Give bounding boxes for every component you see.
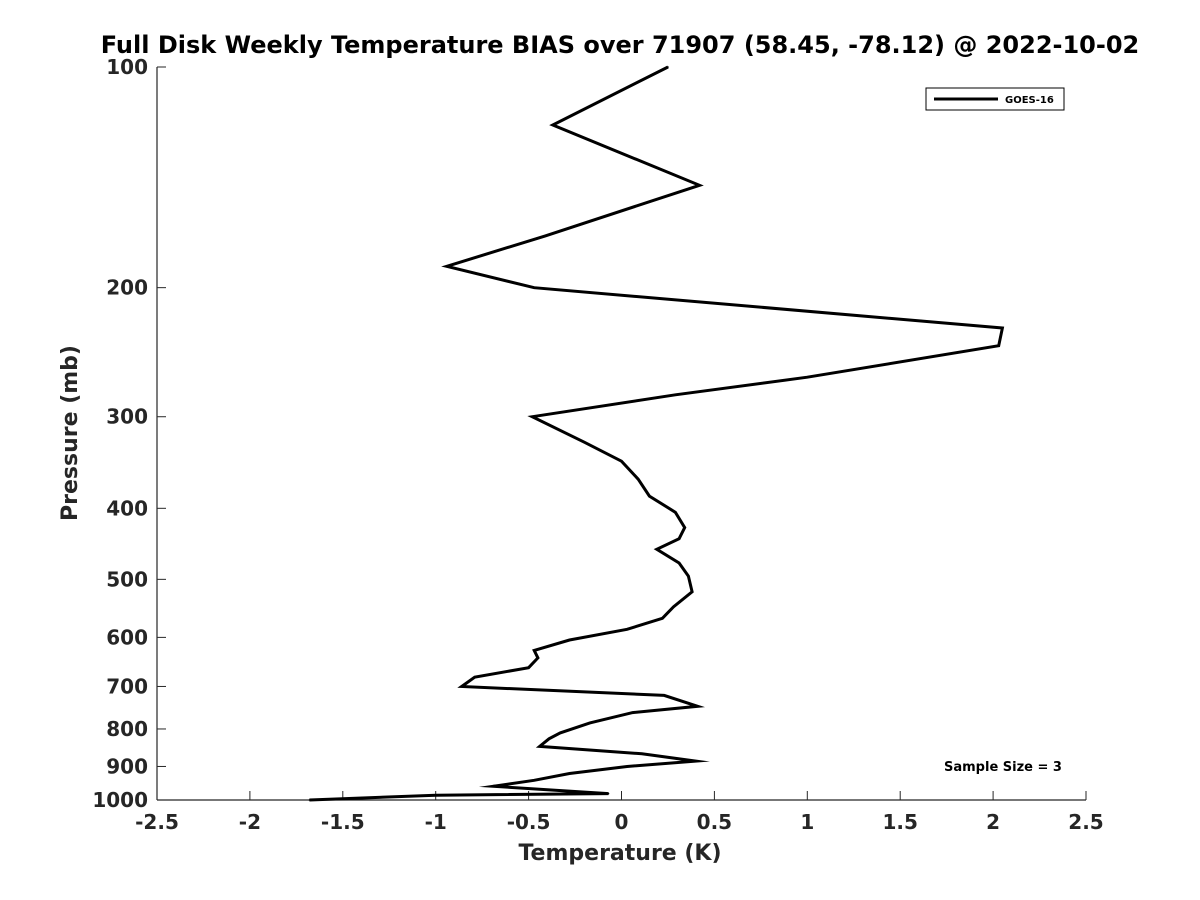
data-point <box>446 265 448 268</box>
data-point <box>674 511 677 514</box>
x-axis-label: Temperature (K) <box>518 841 721 866</box>
data-point <box>656 548 658 551</box>
series-layer <box>308 65 1005 802</box>
x-tick-label: -2 <box>239 810 261 834</box>
y-axis-ticks: 100 200 300 400 500 600 700 800 900 1000 <box>92 55 166 812</box>
data-point <box>620 460 623 463</box>
y-tick-label: 700 <box>106 674 148 698</box>
y-tick-label: 100 <box>106 55 148 79</box>
x-tick-label: 1.5 <box>882 810 917 834</box>
data-point <box>552 124 554 126</box>
data-point <box>631 711 634 714</box>
data-point <box>544 235 547 237</box>
data-point <box>533 286 535 289</box>
x-tick-label: -0.5 <box>507 810 551 834</box>
data-point <box>527 666 530 669</box>
x-tick-label: 1 <box>800 810 814 834</box>
data-point <box>806 376 809 379</box>
data-point <box>691 591 693 593</box>
y-tick-label: 900 <box>106 754 148 778</box>
y-tick-label: 300 <box>106 405 148 429</box>
y-tick-label: 200 <box>106 276 148 300</box>
x-tick-label: -2.5 <box>135 810 179 834</box>
data-point <box>678 562 680 564</box>
data-point <box>537 657 539 659</box>
data-point <box>696 705 699 708</box>
y-tick-label: 500 <box>106 567 148 591</box>
y-tick-label: 600 <box>106 625 148 649</box>
data-point <box>583 441 586 444</box>
data-point <box>695 760 697 762</box>
data-point <box>559 732 561 734</box>
y-tick-label: 800 <box>106 717 148 741</box>
data-point <box>698 184 701 187</box>
data-point <box>672 606 675 608</box>
data-point <box>473 676 476 678</box>
data-point <box>626 765 628 768</box>
x-tick-label: -1.5 <box>321 810 365 834</box>
data-point <box>678 537 680 540</box>
y-axis-label: Pressure (mb) <box>58 345 83 521</box>
data-point <box>434 794 437 796</box>
data-point <box>687 575 690 577</box>
data-point <box>683 526 686 529</box>
x-tick-label: 0 <box>615 810 629 834</box>
data-point <box>607 792 610 795</box>
data-point <box>531 415 534 418</box>
data-point <box>538 745 541 748</box>
data-point <box>1001 327 1004 329</box>
data-point <box>641 753 643 755</box>
series-line-goes-16 <box>309 65 1005 802</box>
legend: GOES-16 <box>925 87 1065 111</box>
plot-axes <box>156 67 1086 801</box>
data-point <box>589 722 591 724</box>
data-point <box>533 649 535 652</box>
data-point <box>663 694 665 697</box>
x-tick-label: 2 <box>986 810 1000 834</box>
x-tick-label: 0.5 <box>697 810 732 834</box>
data-point <box>308 799 311 801</box>
sample-size-annotation: Sample Size = 3 <box>944 760 1062 775</box>
y-tick-label: 400 <box>106 496 148 520</box>
data-point <box>637 478 639 481</box>
x-axis-ticks: -2.5 -2 -1.5 -1 -0.5 0 0.5 1 1.5 2 2.5 <box>135 791 1104 834</box>
data-point <box>661 617 664 620</box>
data-point <box>548 738 550 740</box>
data-point <box>492 785 495 788</box>
data-point <box>533 779 535 782</box>
x-tick-label: 2.5 <box>1068 810 1103 834</box>
chart-title: Full Disk Weekly Temperature BIAS over 7… <box>101 31 1140 59</box>
data-point <box>674 394 677 396</box>
x-tick-label: -1 <box>425 810 447 834</box>
data-point <box>460 685 463 688</box>
data-point <box>568 639 571 641</box>
data-point <box>667 66 669 68</box>
data-point <box>568 772 571 775</box>
data-point <box>648 495 651 497</box>
legend-label-goes-16: GOES-16 <box>1005 95 1054 106</box>
data-point <box>626 628 628 631</box>
y-tick-label: 1000 <box>92 788 148 812</box>
data-point <box>997 344 1000 347</box>
